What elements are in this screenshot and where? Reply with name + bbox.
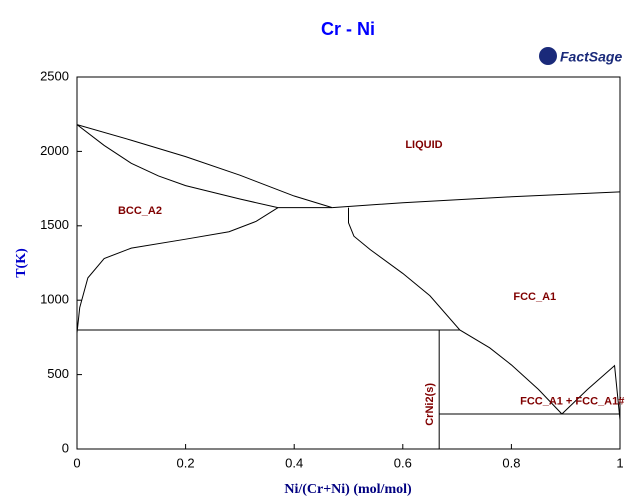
region-label: LIQUID (405, 139, 442, 151)
y-tick-label: 2500 (40, 68, 69, 83)
phase-boundary (76, 124, 333, 209)
phase-boundary (332, 191, 621, 209)
y-tick-label: 1500 (40, 217, 69, 232)
region-label: CrNi2(s) (424, 383, 436, 426)
region-label: FCC_A1 (513, 291, 556, 303)
x-tick-label: 1 (616, 455, 623, 470)
x-tick-label: 0.2 (177, 455, 195, 470)
y-tick-label: 0 (62, 440, 69, 455)
logo-icon (539, 47, 557, 65)
region-label: BCC_A2 (118, 205, 162, 217)
logo: FactSage (539, 47, 622, 65)
phase-boundary (561, 364, 621, 421)
y-tick-label: 500 (47, 366, 69, 381)
x-axis-label: Ni/(Cr+Ni) (mol/mol) (284, 482, 412, 497)
y-tick-label: 1000 (40, 292, 69, 307)
x-tick-label: 0.4 (285, 455, 303, 470)
phase-boundary (348, 207, 563, 415)
plot-frame (76, 76, 621, 450)
region-label: FCC_A1 + FCC_A1# (520, 395, 624, 407)
phase-boundary (76, 124, 333, 209)
x-tick-label: 0.8 (502, 455, 520, 470)
x-tick-label: 0.6 (394, 455, 412, 470)
phase-boundary (76, 207, 279, 333)
logo-text: FactSage (560, 49, 622, 65)
x-tick-label: 0 (73, 455, 80, 470)
y-tick-label: 2000 (40, 143, 69, 158)
chart-title: Cr - Ni (321, 19, 375, 39)
y-axis-label: T(K) (14, 248, 29, 278)
